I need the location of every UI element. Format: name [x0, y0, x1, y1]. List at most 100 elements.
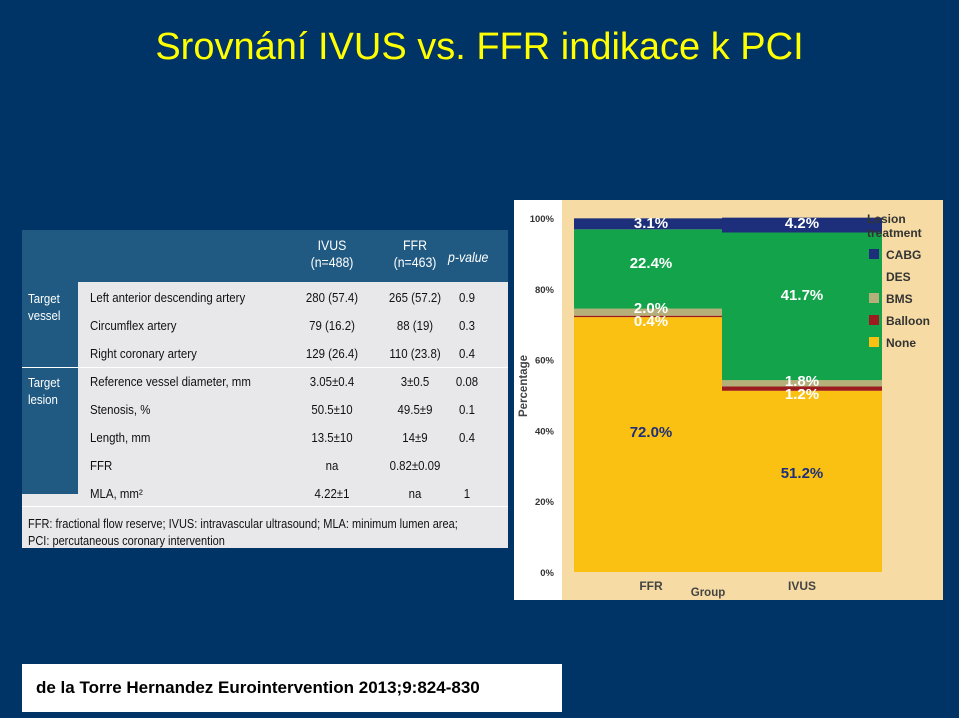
- row-pvalue: 0.3: [459, 318, 475, 333]
- header-ivus: IVUS (n=488): [286, 237, 378, 271]
- row-ffr-value: 110 (23.8): [389, 346, 441, 361]
- data-label: 4.2%: [785, 215, 819, 232]
- legend-label: CABG: [886, 248, 921, 262]
- row-pvalue: 0.9: [459, 290, 475, 305]
- y-axis-title: Percentage: [518, 355, 530, 417]
- legend-swatch: [869, 271, 879, 281]
- row-ffr-value: 14±9: [402, 430, 428, 445]
- legend-swatch: [869, 315, 879, 325]
- y-tick-label: 0%: [540, 568, 554, 579]
- y-axis: 0% 20% 40% 60% 80% 100%: [530, 214, 555, 579]
- row-ivus-value: 129 (26.4): [305, 346, 359, 361]
- row-label: MLA, mm²: [90, 486, 143, 501]
- header-ffr-n: (n=463): [393, 254, 437, 270]
- legend-label: None: [886, 336, 916, 350]
- row-pvalue: 0.4: [459, 346, 475, 361]
- y-tick-label: 20%: [535, 497, 555, 508]
- y-tick-label: 60%: [535, 356, 555, 367]
- bar-segment: [574, 315, 728, 318]
- y-tick-label: 40%: [535, 426, 555, 437]
- header-ffr-name: FFR: [403, 237, 427, 253]
- row-ivus-value: 280 (57.4): [305, 290, 359, 305]
- bar-segment: [722, 232, 882, 381]
- data-label: 1.8%: [785, 373, 819, 390]
- slide-title: Srovnání IVUS vs. FFR indikace k PCI: [155, 26, 804, 68]
- row-ffr-value: 0.82±0.09: [389, 458, 441, 473]
- header-ivus-n: (n=488): [310, 254, 354, 270]
- footnote-line1: FFR: fractional flow reserve; IVUS: intr…: [28, 517, 458, 531]
- bar-segment: [722, 380, 882, 387]
- legend-title-line2: treatment: [867, 226, 922, 240]
- row-label: Right coronary artery: [90, 346, 197, 361]
- row-ivus-value: 79 (16.2): [309, 318, 355, 333]
- bar-segment: [574, 308, 728, 316]
- bar-segment: [722, 390, 882, 572]
- y-tick-label: 100%: [530, 214, 555, 225]
- data-label: 0.4%: [634, 313, 668, 330]
- row-ivus-value: 4.22±1: [314, 486, 350, 501]
- data-label: 22.4%: [630, 255, 673, 272]
- header-pvalue: p-value: [448, 249, 489, 265]
- legend-label: Balloon: [886, 314, 930, 328]
- row-pvalue: 0.08: [455, 374, 479, 389]
- row-label: FFR: [90, 458, 113, 473]
- group-target-lesion: Target lesion: [28, 374, 60, 408]
- data-label: 1.2%: [785, 386, 819, 403]
- lesion-treatment-chart: 0% 20% 40% 60% 80% 100% FFR IVUS 72.0% 0.4% 2.0% 2…: [514, 200, 943, 600]
- legend-swatch: [869, 293, 879, 303]
- stacked-bar-chart: 0% 20% 40% 60% 80% 100% FFR IVUS 72.0% 0.4%2.0% 2…: [518, 200, 943, 600]
- data-label: 41.7%: [781, 287, 824, 304]
- row-ivus-value: 3.05±0.4: [309, 374, 355, 389]
- group-lesion-line2: lesion: [28, 392, 58, 407]
- row-pvalue: 0.4: [459, 430, 475, 445]
- footnote-line2: PCI: percutaneous coronary intervention: [28, 534, 225, 548]
- row-label: Reference vessel diameter, mm: [90, 374, 251, 389]
- table-group-column: [22, 282, 78, 494]
- row-label: Length, mm: [90, 430, 151, 445]
- group-vessel-line1: Target: [28, 291, 60, 306]
- group-divider: [22, 367, 508, 368]
- group-vessel-line2: vessel: [28, 308, 61, 323]
- bar-segment: [574, 317, 728, 572]
- row-ffr-value: 88 (19): [396, 318, 434, 333]
- x-tick-label: IVUS: [788, 579, 816, 593]
- row-label: Stenosis, %: [90, 402, 151, 417]
- legend-title-line1: Lesion: [867, 212, 906, 226]
- row-ffr-value: 3±0.5: [400, 374, 430, 389]
- characteristics-table: IVUS (n=488) FFR (n=463) p-value Target …: [22, 230, 508, 548]
- table-header-band: [22, 230, 508, 282]
- group-target-vessel: Target vessel: [28, 290, 60, 324]
- table-footer-divider: [22, 506, 508, 507]
- legend-swatch: [869, 337, 879, 347]
- data-label: 51.2%: [781, 465, 824, 482]
- row-pvalue: 0.1: [459, 402, 475, 417]
- y-tick-label: 80%: [535, 285, 555, 296]
- row-ivus-value: 50.5±10: [311, 402, 353, 417]
- group-lesion-line1: Target: [28, 375, 60, 390]
- row-ffr-value: 265 (57.2): [388, 290, 442, 305]
- header-ffr: FFR (n=463): [369, 237, 461, 271]
- citation-box: de la Torre Hernandez Eurointervention 2…: [22, 664, 562, 712]
- row-label: Circumflex artery: [90, 318, 177, 333]
- x-axis-title: Group: [691, 587, 726, 599]
- bar-segment: [574, 218, 728, 230]
- bar-segment: [722, 386, 882, 391]
- bar-segment: [722, 217, 882, 233]
- legend-swatch: [869, 249, 879, 259]
- row-ivus-value: na: [325, 458, 339, 473]
- table-footnote: FFR: fractional flow reserve; IVUS: intr…: [28, 516, 458, 550]
- row-pvalue: 1: [463, 486, 471, 501]
- row-ffr-value: na: [408, 486, 422, 501]
- bars: FFR IVUS 72.0% 0.4%2.0% 22.4% 3.1% 51.2% 1.2%1.…: [574, 215, 882, 593]
- data-label: 72.0%: [630, 424, 673, 441]
- legend-label: DES: [886, 270, 911, 284]
- bar-segment: [574, 229, 728, 309]
- row-label: Left anterior descending artery: [90, 290, 246, 305]
- row-ivus-value: 13.5±10: [311, 430, 353, 445]
- data-label: 3.1%: [634, 215, 668, 232]
- x-tick-label: FFR: [639, 579, 663, 593]
- row-ffr-value: 49.5±9: [397, 402, 433, 417]
- data-label: 2.0%: [634, 300, 668, 317]
- citation-text: de la Torre Hernandez Eurointervention 2…: [36, 678, 480, 697]
